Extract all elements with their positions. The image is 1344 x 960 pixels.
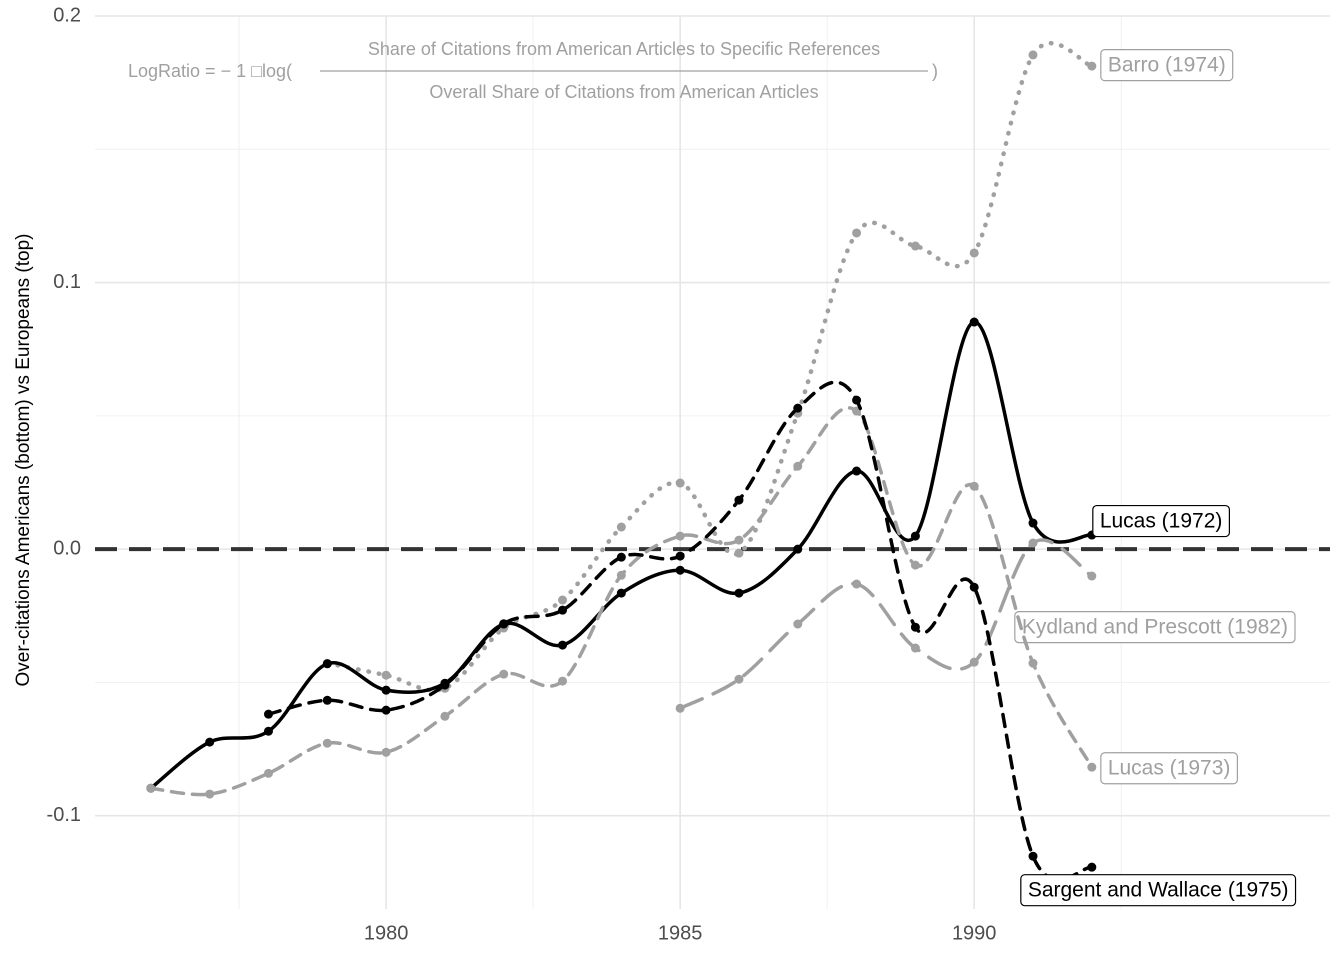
x-tick-label: 1985 xyxy=(658,922,703,944)
data-point xyxy=(263,709,273,719)
series-line xyxy=(266,380,1094,882)
series-line xyxy=(149,406,1094,797)
label-box xyxy=(1100,752,1238,785)
data-point xyxy=(205,789,215,799)
label-box xyxy=(1020,874,1297,907)
series-label: Sargent and Wallace (1975) xyxy=(1020,874,1297,907)
data-point xyxy=(1028,50,1038,60)
data-point xyxy=(793,403,803,413)
y-tick-label: -0.1 xyxy=(47,804,81,826)
data-point xyxy=(499,669,509,679)
data-point xyxy=(1028,851,1038,861)
data-point xyxy=(1028,538,1038,548)
series-label-text: Lucas (1972) xyxy=(1100,510,1223,533)
label-box xyxy=(1014,611,1296,644)
series-label-text: Lucas (1973) xyxy=(1108,757,1231,780)
data-point xyxy=(969,481,979,491)
data-point xyxy=(1087,762,1097,772)
data-point xyxy=(852,579,862,589)
series-label-text: Kydland and Prescott (1982) xyxy=(1022,616,1288,639)
data-point xyxy=(969,582,979,592)
data-point xyxy=(734,495,744,505)
data-point xyxy=(440,680,450,690)
data-point xyxy=(734,548,744,558)
data-point xyxy=(616,552,626,562)
data-point xyxy=(852,228,862,238)
data-point xyxy=(558,676,568,686)
data-point xyxy=(910,622,920,632)
data-point xyxy=(1087,61,1097,71)
series-label-text: Sargent and Wallace (1975) xyxy=(1028,879,1289,902)
label-box xyxy=(1092,504,1230,538)
data-point xyxy=(558,605,568,615)
series-label: Lucas (1973) xyxy=(1100,752,1238,785)
data-point xyxy=(381,705,391,715)
data-point xyxy=(910,241,920,251)
data-point xyxy=(675,565,685,575)
data-point xyxy=(558,640,568,650)
data-point xyxy=(734,588,744,598)
data-point xyxy=(910,531,920,541)
data-point xyxy=(263,726,273,736)
data-point xyxy=(675,551,685,561)
data-point xyxy=(969,248,979,258)
series-line xyxy=(678,538,1094,711)
data-point xyxy=(322,659,332,669)
data-point xyxy=(675,703,685,713)
data-point xyxy=(969,317,979,327)
data-point xyxy=(381,747,391,757)
label-box xyxy=(1100,49,1234,82)
annotation-numerator: Share of Citations from American Article… xyxy=(368,39,880,59)
data-point xyxy=(969,657,979,667)
data-point xyxy=(1087,862,1097,872)
data-point xyxy=(440,711,450,721)
data-point xyxy=(322,695,332,705)
data-point xyxy=(1028,518,1038,528)
x-tick-label: 1980 xyxy=(364,922,409,944)
data-point xyxy=(263,768,273,778)
data-point xyxy=(675,478,685,488)
y-tick-label: 0.1 xyxy=(53,271,81,293)
series-line xyxy=(325,41,1095,693)
data-point xyxy=(852,395,862,405)
y-tick-label: 0.0 xyxy=(53,537,81,559)
data-point xyxy=(1028,658,1038,668)
series-label: Lucas (1972) xyxy=(1092,504,1230,538)
series-label-text: Barro (1974) xyxy=(1108,54,1226,77)
data-point xyxy=(616,522,626,532)
data-point xyxy=(793,544,803,554)
series-label: Kydland and Prescott (1982) xyxy=(1014,611,1296,644)
data-point xyxy=(616,570,626,580)
data-point xyxy=(734,535,744,545)
data-point xyxy=(616,588,626,598)
data-point xyxy=(910,643,920,653)
annotation-suffix: ) xyxy=(932,61,938,81)
data-point xyxy=(381,670,391,680)
annotation-denominator: Overall Share of Citations from American… xyxy=(429,82,818,102)
data-point xyxy=(322,738,332,748)
data-point xyxy=(1087,571,1097,581)
data-point xyxy=(734,674,744,684)
data-point xyxy=(558,595,568,605)
data-point xyxy=(499,619,509,629)
data-point xyxy=(910,560,920,570)
series-label: Barro (1974) xyxy=(1100,49,1234,82)
annotation-prefix: LogRatio = − 1 □log( xyxy=(128,61,292,81)
data-point xyxy=(793,461,803,471)
data-point xyxy=(793,619,803,629)
data-point xyxy=(852,466,862,476)
x-tick-label: 1990 xyxy=(952,922,997,944)
data-point xyxy=(381,685,391,695)
data-point xyxy=(205,737,215,747)
data-point xyxy=(675,531,685,541)
y-tick-label: 0.2 xyxy=(53,4,81,26)
y-axis-label: Over-citations Americans (bottom) vs Eur… xyxy=(13,233,34,686)
data-point xyxy=(146,783,156,793)
